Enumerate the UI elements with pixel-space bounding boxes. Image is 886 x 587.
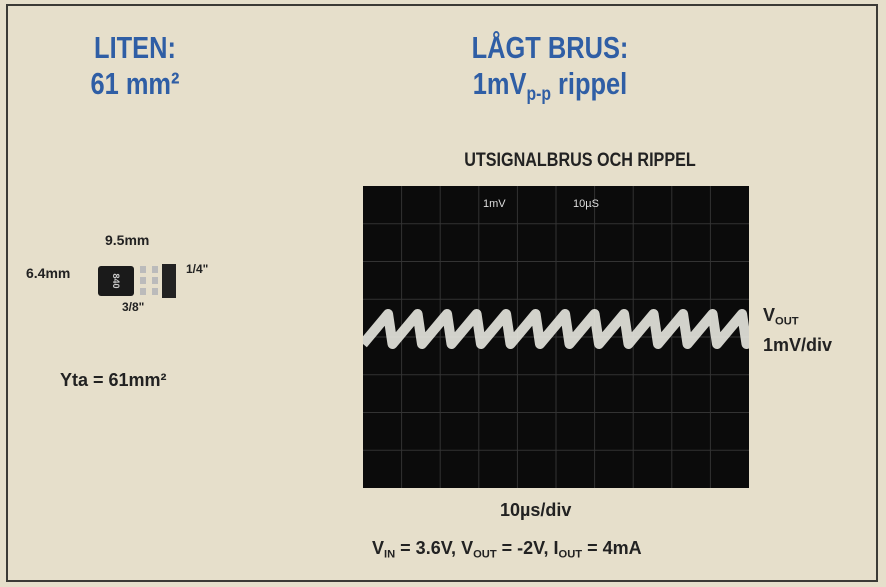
scope-title: UTSIGNALBRUS OCH RIPPEL (464, 150, 696, 171)
dim-label: 3/8" (122, 300, 145, 314)
subscript: IN (384, 548, 396, 561)
trace-scale: 1mV/div (763, 335, 833, 355)
scope-screen (359, 186, 781, 488)
text: V (763, 305, 776, 325)
text: V (372, 538, 385, 558)
subscript: OUT (473, 548, 497, 561)
dim-label: 6.4mm (26, 265, 71, 281)
text: rippel (550, 66, 628, 101)
text: = 4mA (582, 538, 642, 558)
title-line: 1mVp-p rippel (427, 66, 673, 113)
subscript: p-p (526, 83, 551, 105)
chip-marking: 840 (111, 273, 121, 288)
right-title: LÅGT BRUS: 1mVp-p rippel (427, 30, 673, 113)
text: = 3.6V, V (395, 538, 474, 558)
dim-label: 1/4" (186, 262, 209, 276)
area-label: Yta = 61mm² (60, 370, 167, 390)
time-label: 10µs/div (500, 500, 572, 520)
subscript: OUT (558, 548, 583, 561)
dim-label: 9.5mm (105, 232, 150, 248)
text: 1mV (472, 66, 527, 101)
trace (359, 309, 781, 349)
conditions: VIN = 3.6V, VOUT = -2V, IOUT = 4mA (372, 538, 642, 560)
trace-label: VOUT (763, 305, 799, 327)
text: = -2V, I (496, 538, 559, 558)
chip: 840 (98, 264, 176, 298)
oscilloscope: 1mV 10µS (359, 186, 781, 488)
title-line: LITEN: (94, 30, 176, 65)
left-title: LITEN: 61 mm² (74, 30, 197, 102)
title-line: LÅGT BRUS: (471, 30, 629, 65)
frame (6, 4, 878, 582)
subscript: OUT (775, 315, 799, 328)
title-line: 61 mm² (90, 66, 180, 101)
scope-label: 1mV (483, 198, 506, 210)
scope-label: 10µS (573, 198, 599, 210)
